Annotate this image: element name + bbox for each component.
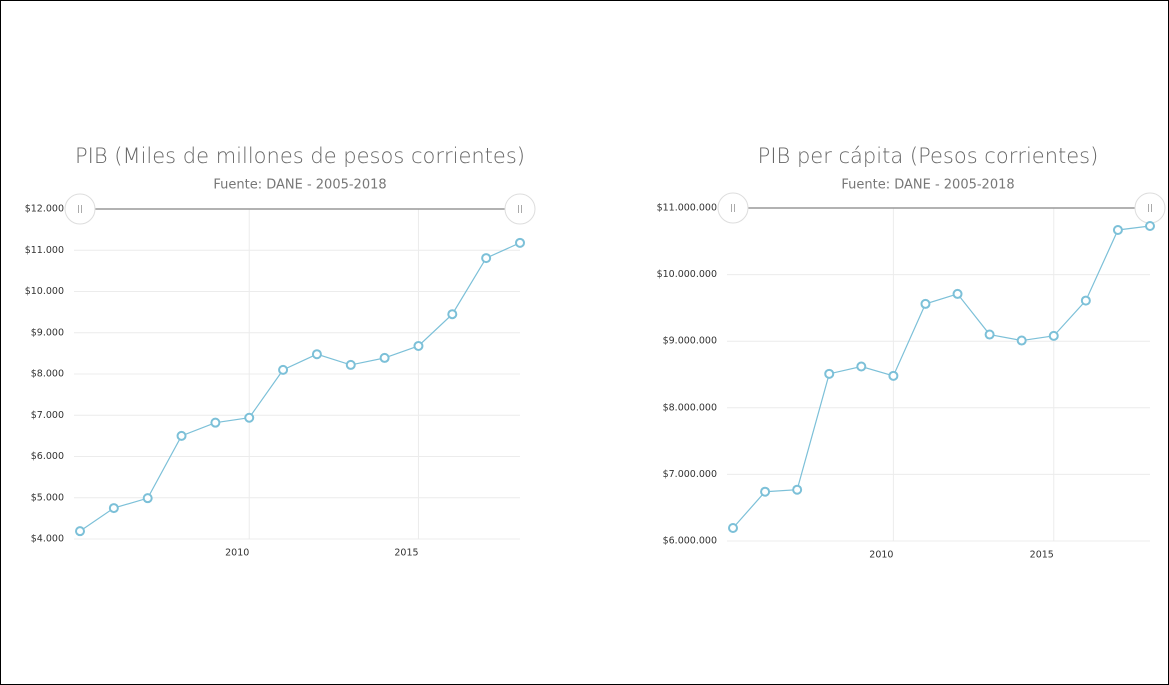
range-slider-handle[interactable] (64, 193, 96, 225)
range-slider-handle[interactable] (717, 192, 749, 224)
y-tick-label: $6.000 (31, 451, 64, 462)
y-tick-label: $11.000.000 (657, 203, 717, 214)
y-tick-label: $11.000 (25, 245, 64, 256)
range-slider-handle[interactable] (1134, 192, 1166, 224)
data-point[interactable] (984, 329, 995, 340)
data-point[interactable] (856, 361, 867, 372)
x-tick-label: 2010 (225, 548, 249, 559)
data-point[interactable] (515, 237, 525, 248)
y-tick-label: $10.000 (25, 286, 64, 297)
chart-title: PIB per cápita (Pesos corrientes) (758, 144, 1099, 168)
data-point[interactable] (792, 484, 803, 495)
x-tick-label: 2015 (394, 548, 418, 559)
data-point[interactable] (1112, 224, 1123, 235)
data-point[interactable] (413, 340, 424, 351)
data-point[interactable] (345, 359, 356, 370)
data-point[interactable] (244, 412, 255, 423)
y-tick-label: $12.000 (25, 204, 64, 215)
data-point[interactable] (108, 503, 119, 514)
data-point[interactable] (1016, 335, 1027, 346)
chart-title: PIB (Miles de millones de pesos corrient… (75, 144, 525, 168)
chart-subtitle: Fuente: DANE - 2005-2018 (841, 178, 1014, 193)
y-tick-label: $7.000 (31, 410, 64, 421)
data-point[interactable] (760, 486, 771, 497)
y-tick-label: $10.000.000 (657, 269, 717, 280)
data-point[interactable] (824, 368, 835, 379)
y-tick-label: $8.000.000 (663, 402, 717, 413)
y-tick-label: $7.000.000 (663, 469, 717, 480)
data-point[interactable] (278, 364, 289, 375)
data-point[interactable] (379, 352, 390, 363)
data-point[interactable] (728, 523, 738, 534)
data-point[interactable] (210, 417, 221, 428)
y-tick-label: $9.000 (31, 327, 64, 338)
data-point[interactable] (1145, 220, 1155, 231)
data-point[interactable] (311, 349, 322, 360)
y-tick-label: $9.000.000 (663, 336, 717, 347)
data-point[interactable] (1048, 330, 1059, 341)
y-tick-label: $8.000 (31, 369, 64, 380)
data-point[interactable] (1080, 295, 1091, 306)
y-tick-label: $6.000.000 (663, 536, 717, 547)
data-line (732, 225, 1151, 529)
y-tick-label: $4.000 (31, 534, 64, 545)
range-slider-handle[interactable] (504, 193, 536, 225)
data-point[interactable] (481, 253, 492, 264)
data-point[interactable] (176, 430, 187, 441)
x-tick-label: 2010 (869, 550, 893, 561)
data-point[interactable] (447, 309, 458, 320)
chart-subtitle: Fuente: DANE - 2005-2018 (213, 178, 386, 193)
x-tick-label: 2015 (1030, 550, 1054, 561)
data-line (79, 242, 521, 532)
data-point[interactable] (952, 288, 963, 299)
y-tick-label: $5.000 (31, 492, 64, 503)
data-point[interactable] (920, 298, 931, 309)
data-point[interactable] (75, 526, 85, 537)
data-point[interactable] (142, 493, 153, 504)
data-point[interactable] (888, 370, 899, 381)
